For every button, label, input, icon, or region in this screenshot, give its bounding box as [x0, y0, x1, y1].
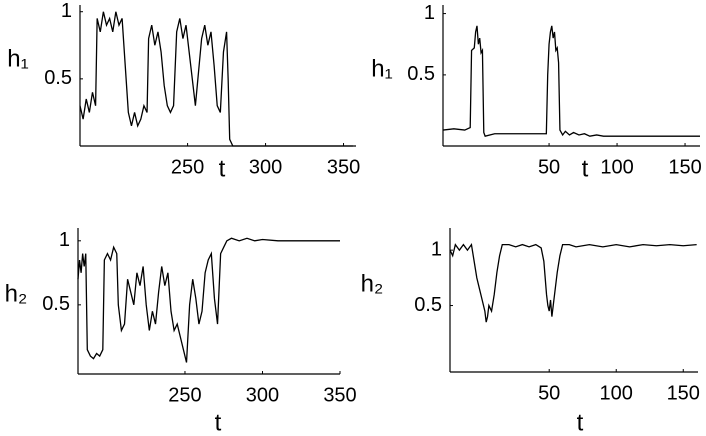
- x-tick-label: 50: [538, 156, 560, 178]
- x-tick-label: 300: [246, 384, 279, 406]
- y-tick-label: 0.5: [414, 294, 442, 316]
- x-axis-label: t: [582, 155, 589, 182]
- x-tick-label: 350: [323, 384, 356, 406]
- y-tick-label: 0.5: [407, 63, 435, 85]
- y-axis-label: h₁: [371, 55, 392, 82]
- y-tick-label: 0.5: [42, 293, 70, 315]
- x-tick-label: 300: [249, 156, 282, 178]
- x-tick-label: 100: [600, 156, 633, 178]
- x-tick-label: 350: [327, 156, 360, 178]
- y-tick-label: 1: [431, 238, 442, 260]
- data-line: [442, 25, 700, 137]
- x-tick-label: 150: [667, 382, 700, 404]
- x-axis-label: t: [215, 409, 222, 436]
- x-tick-label: 250: [168, 384, 201, 406]
- y-tick-label: 0.5: [44, 67, 72, 89]
- x-axis-label: t: [219, 155, 226, 182]
- x-tick-label: 50: [538, 382, 560, 404]
- data-line: [79, 11, 353, 147]
- y-axis-label: h₂: [5, 280, 28, 307]
- y-axis-label: h₁: [7, 45, 28, 72]
- y-tick-label: 1: [61, 0, 72, 22]
- data-line: [449, 242, 697, 323]
- y-tick-label: 1: [59, 229, 70, 251]
- x-tick-label: 250: [171, 156, 204, 178]
- x-tick-label: 100: [600, 382, 633, 404]
- y-axis-label: h₂: [361, 270, 384, 297]
- x-axis-label: t: [577, 409, 584, 436]
- x-tick-label: 150: [668, 156, 701, 178]
- data-line: [77, 237, 340, 363]
- y-tick-label: 1: [424, 2, 435, 24]
